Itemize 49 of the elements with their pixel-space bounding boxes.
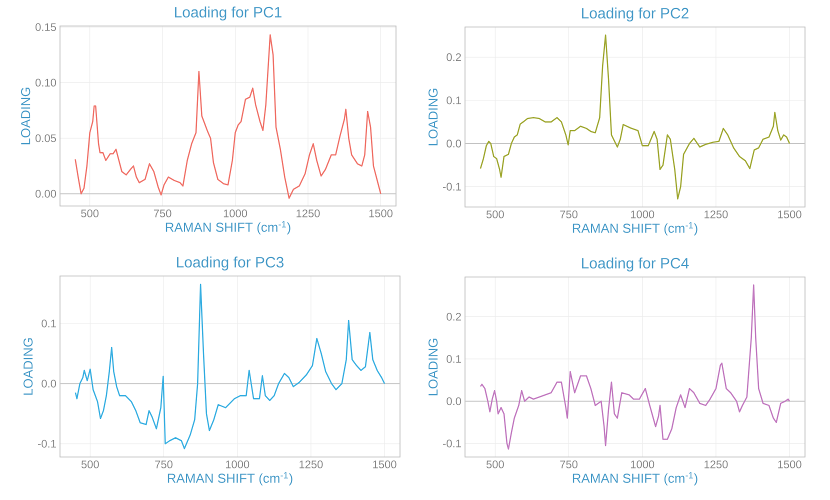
y-tick-label: 0.15 — [36, 23, 56, 32]
x-tick-label: 750 — [560, 460, 578, 468]
y-tick-label: 0.0 — [446, 397, 462, 406]
y-tick-label: -0.1 — [38, 440, 56, 448]
x-axis-title: RAMAN SHIFT (cm$^{-1}$) — [166, 221, 290, 234]
x-tick-label: 1500 — [373, 460, 396, 468]
x-tick-label: 500 — [486, 460, 504, 468]
x-tick-label: 750 — [155, 460, 173, 468]
y-tick-label: 0.1 — [446, 355, 461, 363]
x-tick-label: 500 — [81, 210, 99, 218]
x-tick-label: 1500 — [369, 210, 393, 218]
y-tick-label: 0.10 — [36, 78, 56, 87]
chart-title: Loading for PC2 — [582, 8, 688, 22]
y-tick-label: 0.05 — [36, 134, 56, 142]
x-tick-label: 1250 — [704, 210, 728, 218]
y-tick-label: 0.2 — [446, 53, 461, 62]
y-tick-label: -0.1 — [443, 440, 461, 448]
x-tick-label: 1250 — [300, 460, 323, 468]
y-tick-label: 0.00 — [36, 190, 56, 198]
x-tick-label: 1500 — [778, 210, 802, 218]
x-axis-title: RAMAN SHIFT (cm$^{-1}$) — [572, 472, 698, 486]
x-axis-title: RAMAN SHIFT (cm$^{-1}$) — [168, 472, 292, 486]
x-axis-title: RAMAN SHIFT (cm$^{-1}$) — [572, 222, 698, 236]
line-series — [480, 34, 790, 200]
x-tick-label: 1000 — [630, 460, 654, 468]
line-series — [74, 284, 386, 450]
x-tick-label: 1000 — [630, 210, 654, 218]
chart-title: Loading for PC4 — [582, 258, 689, 272]
x-tick-label: 500 — [486, 210, 504, 218]
y-tick-label: 0.1 — [446, 96, 461, 104]
y-axis-title: LOADING — [23, 338, 33, 395]
y-tick-label: 0.0 — [42, 380, 56, 388]
y-axis-title: LOADING — [428, 88, 438, 146]
x-tick-label: 1250 — [296, 210, 320, 218]
chart-title: Loading for PC1 — [175, 6, 282, 20]
y-axis-title: LOADING — [428, 338, 438, 396]
x-tick-label: 1000 — [226, 460, 250, 468]
x-tick-label: 1500 — [778, 460, 802, 468]
y-axis-title: LOADING — [21, 88, 30, 144]
chart-title: Loading for PC3 — [177, 256, 284, 270]
x-tick-label: 1250 — [704, 460, 728, 468]
x-tick-label: 500 — [81, 460, 99, 468]
y-tick-label: -0.1 — [443, 182, 461, 191]
y-tick-label: 0.0 — [446, 140, 462, 148]
x-tick-label: 1000 — [224, 210, 248, 218]
y-tick-label: 0.2 — [446, 312, 461, 321]
y-tick-label: 0.1 — [42, 320, 56, 328]
x-tick-label: 750 — [560, 210, 578, 218]
x-tick-label: 750 — [154, 210, 172, 218]
